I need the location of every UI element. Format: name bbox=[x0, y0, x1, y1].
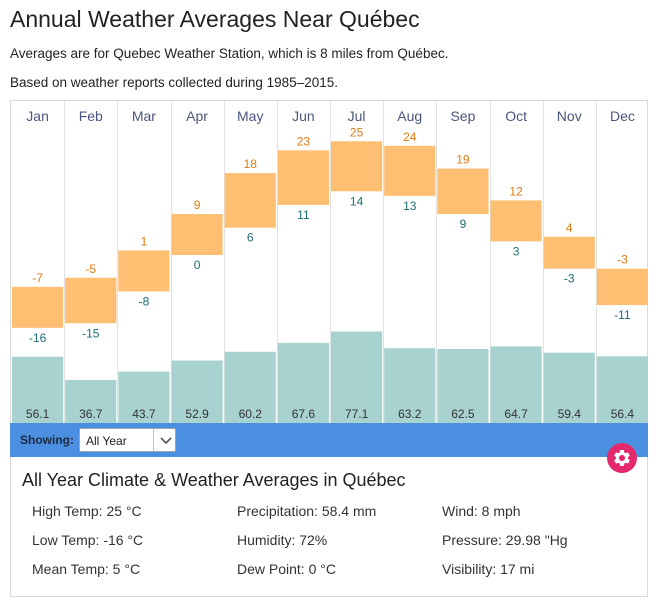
low-temp-label: 11 bbox=[297, 208, 310, 222]
stat-wind: Wind: 8 mph bbox=[442, 503, 521, 519]
temp-range-bar bbox=[65, 277, 117, 324]
high-temp-label: 19 bbox=[456, 153, 470, 167]
temp-range-bar bbox=[12, 286, 64, 328]
page-title: Annual Weather Averages Near Québec bbox=[10, 6, 420, 32]
temp-range-bar bbox=[596, 268, 648, 306]
low-temp-label: -3 bbox=[564, 272, 575, 286]
month-label-jan: Jan bbox=[26, 108, 49, 124]
temp-range-bar bbox=[224, 173, 276, 228]
climate-chart: Jan -7 -16 56.1 Feb -5 -15 36.7 Mar 1 -8 43.7 Apr 9 0 5… bbox=[10, 100, 648, 424]
temp-range-bar bbox=[384, 145, 436, 196]
period-select-value: All Year bbox=[86, 434, 127, 448]
temp-range-bar bbox=[490, 200, 542, 242]
precip-bar bbox=[12, 356, 64, 424]
low-temp-label: -16 bbox=[29, 331, 47, 345]
low-temp-label: -8 bbox=[139, 294, 150, 308]
month-label-apr: Apr bbox=[186, 108, 208, 124]
temp-range-bar bbox=[277, 150, 329, 205]
low-temp-label: 6 bbox=[247, 231, 254, 245]
precip-value-label: 36.7 bbox=[79, 407, 103, 421]
month-label-may: May bbox=[237, 108, 263, 124]
precip-value-label: 67.6 bbox=[292, 407, 316, 421]
period-select[interactable]: All Year bbox=[79, 428, 176, 452]
summary-title: All Year Climate & Weather Averages in Q… bbox=[22, 470, 406, 490]
precip-bar bbox=[65, 379, 117, 424]
precip-value-label: 43.7 bbox=[132, 407, 156, 421]
month-label-aug: Aug bbox=[397, 108, 422, 124]
showing-label: Showing: bbox=[20, 433, 74, 447]
period-note: Based on weather reports collected durin… bbox=[10, 75, 338, 90]
high-temp-label: 18 bbox=[244, 157, 258, 171]
stat-dew-point: Dew Point: 0 °C bbox=[237, 561, 336, 577]
temp-range-bar bbox=[118, 250, 170, 292]
stat-mean-temp: Mean Temp: 5 °C bbox=[32, 561, 141, 577]
temp-range-bar bbox=[171, 214, 223, 255]
stat-precipitation: Precipitation: 58.4 mm bbox=[237, 503, 377, 519]
precip-bar bbox=[596, 356, 648, 424]
precip-value-label: 77.1 bbox=[345, 407, 369, 421]
gear-icon bbox=[614, 450, 630, 466]
precip-bar bbox=[490, 346, 542, 424]
high-temp-label: 23 bbox=[297, 134, 311, 148]
stat-low-temp: Low Temp: -16 °C bbox=[32, 532, 144, 548]
temp-range-bar bbox=[437, 168, 489, 215]
temp-range-bar bbox=[543, 236, 595, 269]
precip-value-label: 52.9 bbox=[185, 407, 209, 421]
stat-high-temp: High Temp: 25 °C bbox=[32, 503, 142, 519]
low-temp-label: 0 bbox=[194, 258, 201, 272]
month-label-mar: Mar bbox=[132, 108, 156, 124]
month-label-jul: Jul bbox=[348, 108, 366, 124]
filter-bar: Showing: All Year bbox=[10, 423, 648, 457]
month-label-jun: Jun bbox=[292, 108, 315, 124]
precip-bar bbox=[277, 342, 329, 424]
low-temp-label: -11 bbox=[614, 308, 631, 322]
select-divider bbox=[153, 429, 154, 451]
low-temp-label: -15 bbox=[82, 326, 100, 340]
precip-value-label: 56.4 bbox=[611, 407, 635, 421]
high-temp-label: -5 bbox=[85, 262, 96, 276]
month-label-nov: Nov bbox=[557, 108, 582, 124]
high-temp-label: -7 bbox=[32, 271, 43, 285]
climate-summary: All Year Climate & Weather Averages in Q… bbox=[10, 457, 648, 597]
stat-pressure: Pressure: 29.98 "Hg bbox=[442, 532, 568, 548]
low-temp-label: 9 bbox=[460, 217, 467, 231]
stat-visibility: Visibility: 17 mi bbox=[442, 561, 535, 577]
month-label-feb: Feb bbox=[79, 108, 103, 124]
precip-bar bbox=[437, 349, 489, 424]
precip-value-label: 59.4 bbox=[558, 407, 582, 421]
high-temp-label: 1 bbox=[141, 234, 148, 248]
high-temp-label: 12 bbox=[509, 184, 523, 198]
month-label-dec: Dec bbox=[610, 108, 635, 124]
precip-value-label: 64.7 bbox=[504, 407, 528, 421]
precip-bar bbox=[224, 351, 276, 424]
high-temp-label: 4 bbox=[566, 221, 573, 235]
precip-value-label: 62.5 bbox=[451, 407, 475, 421]
low-temp-label: 13 bbox=[403, 199, 417, 213]
settings-button[interactable] bbox=[607, 443, 637, 473]
precip-value-label: 63.2 bbox=[398, 407, 422, 421]
temp-range-bar bbox=[331, 141, 383, 192]
high-temp-label: 25 bbox=[350, 125, 364, 139]
precip-value-label: 56.1 bbox=[26, 407, 50, 421]
low-temp-label: 14 bbox=[350, 194, 364, 208]
low-temp-label: 3 bbox=[513, 244, 520, 258]
station-note: Averages are for Quebec Weather Station,… bbox=[10, 46, 449, 61]
month-label-oct: Oct bbox=[505, 108, 527, 124]
precip-bar bbox=[118, 371, 170, 424]
high-temp-label: 24 bbox=[403, 130, 417, 144]
chevron-down-icon bbox=[160, 437, 172, 445]
precip-bar bbox=[543, 352, 595, 424]
precip-value-label: 60.2 bbox=[239, 407, 263, 421]
precip-bar bbox=[171, 360, 223, 424]
high-temp-label: 9 bbox=[194, 198, 201, 212]
high-temp-label: -3 bbox=[617, 253, 628, 267]
stat-humidity: Humidity: 72% bbox=[237, 532, 328, 548]
month-label-sep: Sep bbox=[450, 108, 475, 124]
climate-chart-svg: Jan -7 -16 56.1 Feb -5 -15 36.7 Mar 1 -8 43.7 Apr 9 0 5… bbox=[12, 101, 648, 424]
precip-bar bbox=[331, 331, 383, 424]
precip-bar bbox=[384, 348, 436, 424]
